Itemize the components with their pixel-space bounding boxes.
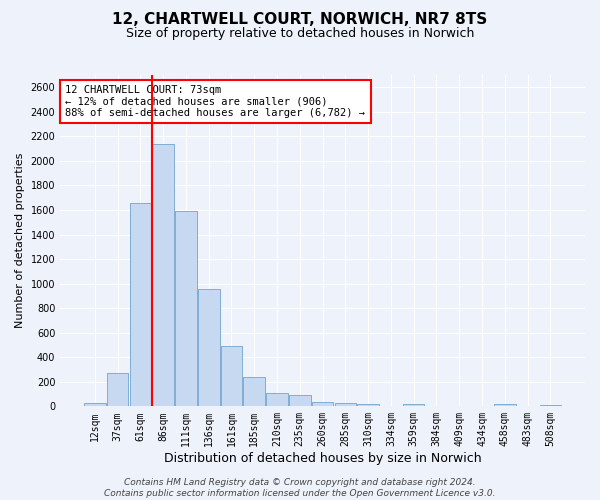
Y-axis label: Number of detached properties: Number of detached properties (15, 153, 25, 328)
Bar (175, 211, 197, 406)
Bar (107, 373, 128, 406)
Bar (335, 402, 356, 406)
Bar (289, 396, 311, 406)
Bar (221, 346, 242, 406)
Bar (358, 404, 379, 406)
Bar (84, 404, 106, 406)
Bar (152, 144, 174, 406)
Bar (494, 404, 515, 406)
Text: 12 CHARTWELL COURT: 73sqm
← 12% of detached houses are smaller (906)
88% of semi: 12 CHARTWELL COURT: 73sqm ← 12% of detac… (65, 85, 365, 118)
Bar (244, 377, 265, 406)
Bar (130, 202, 151, 406)
Bar (198, 288, 220, 406)
Text: Contains HM Land Registry data © Crown copyright and database right 2024.
Contai: Contains HM Land Registry data © Crown c… (104, 478, 496, 498)
Bar (403, 404, 424, 406)
Text: Size of property relative to detached houses in Norwich: Size of property relative to detached ho… (126, 28, 474, 40)
X-axis label: Distribution of detached houses by size in Norwich: Distribution of detached houses by size … (164, 452, 481, 465)
Bar (539, 405, 561, 406)
Bar (266, 393, 288, 406)
Bar (312, 402, 334, 406)
Text: 12, CHARTWELL COURT, NORWICH, NR7 8TS: 12, CHARTWELL COURT, NORWICH, NR7 8TS (112, 12, 488, 28)
